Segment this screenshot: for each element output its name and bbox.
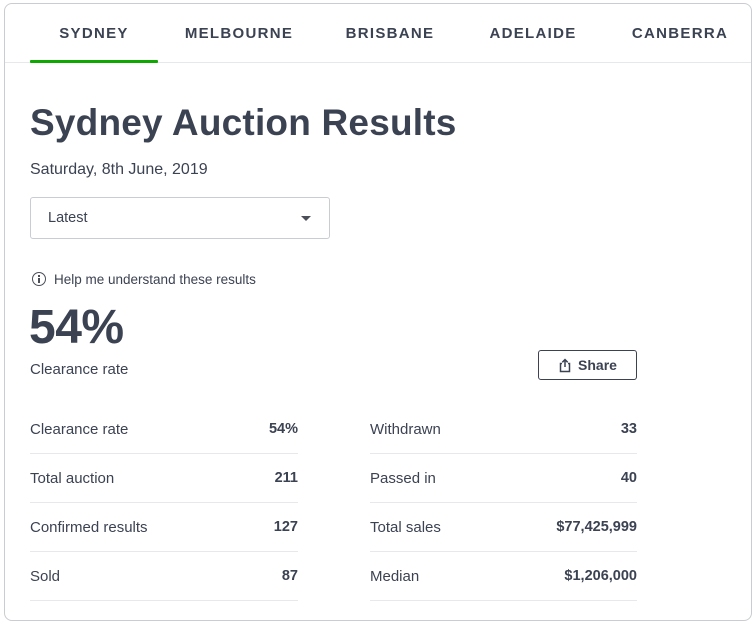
results-filter-select[interactable]: Latest (30, 197, 330, 239)
help-link[interactable]: Help me understand these results (32, 270, 256, 288)
stat-row-total-sales: Total sales $77,425,999 (370, 503, 637, 552)
stat-label: Sold (30, 568, 61, 585)
auction-results-card: SYDNEY MELBOURNE BRISBANE ADELAIDE CANBE… (4, 3, 752, 621)
clearance-rate-value: 54% (29, 301, 124, 354)
clearance-rate-label: Clearance rate (30, 361, 129, 378)
tab-sydney[interactable]: SYDNEY (30, 4, 158, 63)
tab-melbourne[interactable]: MELBOURNE (178, 4, 300, 62)
info-circle-icon (32, 272, 46, 286)
stat-row-confirmed-results: Confirmed results 127 (30, 503, 298, 552)
stat-row-withdrawn: Withdrawn 33 (370, 405, 637, 454)
share-button[interactable]: Share (538, 350, 637, 380)
help-link-label: Help me understand these results (54, 271, 256, 287)
stat-row-total-auction: Total auction 211 (30, 454, 298, 503)
stat-label: Passed in (370, 470, 436, 487)
tab-label: MELBOURNE (184, 24, 294, 42)
share-label: Share (578, 357, 617, 373)
stats-left-column: Clearance rate 54% Total auction 211 Con… (30, 405, 298, 601)
stat-label: Clearance rate (30, 421, 129, 438)
stat-value: 54% (268, 421, 298, 437)
stat-row-passed-in: Passed in 40 (370, 454, 637, 503)
stat-value: 33 (620, 421, 637, 437)
tab-label: SYDNEY (59, 24, 129, 42)
stat-label: Total auction (30, 470, 115, 487)
results-date: Saturday, 8th June, 2019 (30, 161, 208, 178)
caret-down-icon (301, 216, 311, 221)
stat-value: $1,206,000 (564, 568, 637, 584)
tab-brisbane[interactable]: BRISBANE (340, 4, 440, 62)
active-tab-indicator (30, 60, 158, 63)
city-tabs: SYDNEY MELBOURNE BRISBANE ADELAIDE CANBE… (5, 4, 751, 63)
stat-value: 87 (281, 568, 298, 584)
tab-label: ADELAIDE (489, 24, 577, 42)
stat-row-clearance-rate: Clearance rate 54% (30, 405, 298, 454)
stat-label: Median (370, 568, 420, 585)
tab-label: BRISBANE (345, 24, 435, 42)
stat-row-median: Median $1,206,000 (370, 552, 637, 601)
stat-value: 40 (620, 470, 637, 486)
stat-value: $77,425,999 (556, 519, 637, 535)
stat-label: Total sales (370, 519, 441, 536)
stats-right-column: Withdrawn 33 Passed in 40 Total sales $7… (370, 405, 637, 601)
page-title: Sydney Auction Results (30, 102, 457, 143)
stat-label: Confirmed results (30, 519, 148, 536)
stat-value: 211 (274, 470, 298, 486)
stat-label: Withdrawn (370, 421, 441, 438)
tab-adelaide[interactable]: ADELAIDE (481, 4, 585, 62)
stat-value: 127 (273, 519, 298, 535)
share-icon (559, 358, 571, 372)
tab-label: CANBERRA (631, 24, 729, 42)
tab-canberra[interactable]: CANBERRA (625, 4, 735, 62)
stat-row-sold: Sold 87 (30, 552, 298, 601)
select-value: Latest (48, 210, 88, 226)
